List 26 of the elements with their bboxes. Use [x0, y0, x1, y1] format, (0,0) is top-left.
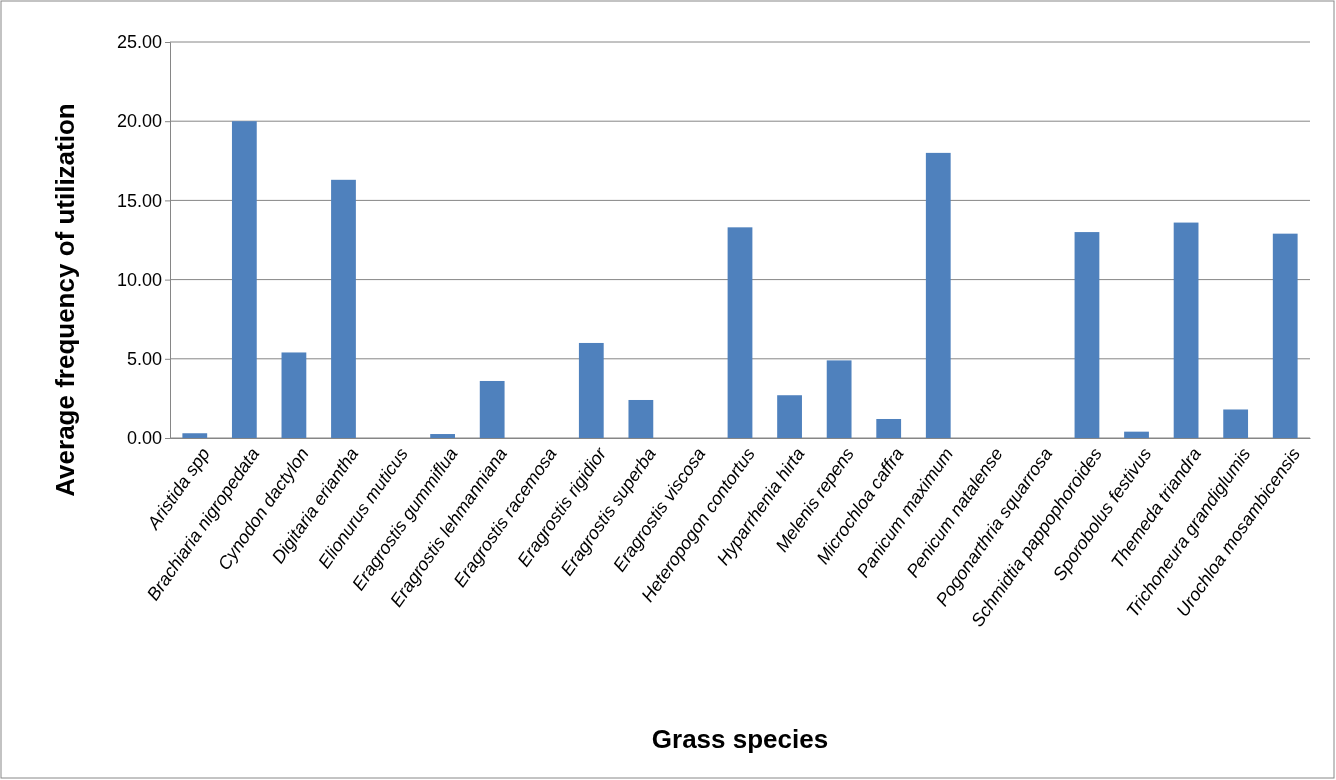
bar: [925, 152, 951, 438]
y-tick-label: 20.00: [116, 111, 162, 132]
y-tick-label: 25.00: [116, 32, 162, 53]
bar: [777, 395, 802, 438]
bar: [182, 433, 208, 438]
bar: [727, 227, 753, 438]
bar: [578, 342, 604, 438]
bar: [479, 380, 505, 438]
bar: [231, 121, 257, 438]
y-tick-label: 15.00: [116, 190, 162, 211]
bar: [876, 418, 902, 438]
bar: [1074, 232, 1100, 438]
bar: [628, 399, 654, 438]
y-tick-label: 0.00: [126, 428, 162, 449]
y-tick-label: 10.00: [116, 269, 162, 290]
bar: [1124, 431, 1149, 438]
bar: [1173, 222, 1199, 438]
bar: [331, 179, 356, 438]
bar: [281, 352, 307, 438]
bar: [826, 360, 852, 438]
bar: [1223, 409, 1249, 438]
bar: [430, 434, 455, 438]
bar: [1272, 233, 1298, 438]
y-axis-title: Average frequency of utilization: [50, 103, 80, 497]
y-tick-label: 5.00: [126, 349, 162, 370]
x-axis-title: Grass species: [651, 724, 829, 754]
